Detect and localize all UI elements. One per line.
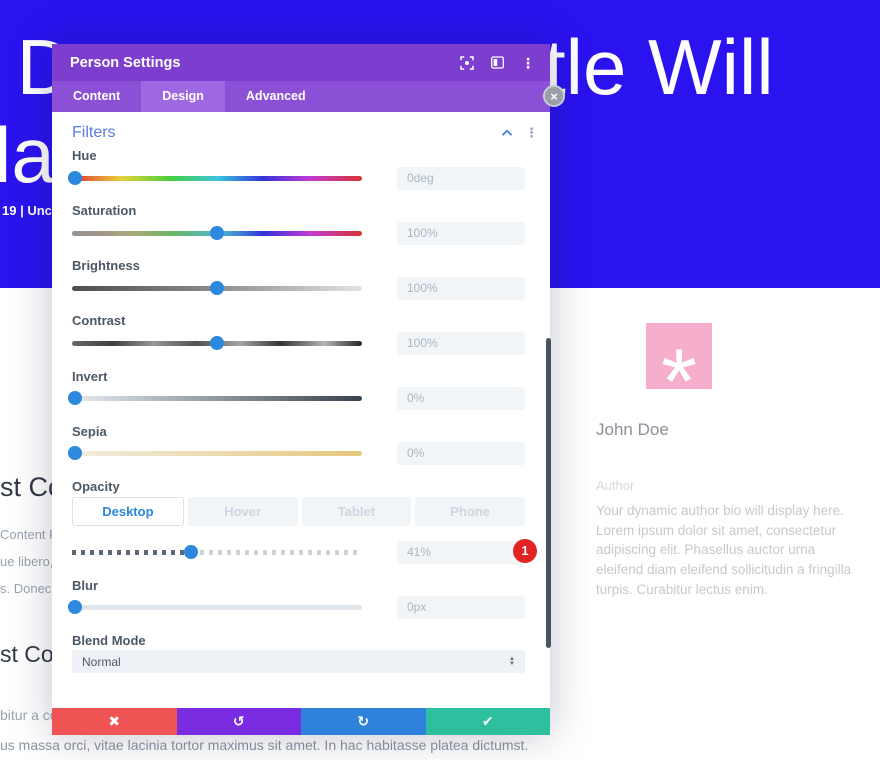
blur-label: Blur bbox=[72, 578, 98, 593]
sepia-value-field[interactable]: 0% bbox=[397, 442, 525, 465]
contrast-row: 100% bbox=[72, 332, 525, 355]
sepia-slider[interactable] bbox=[67, 446, 362, 460]
blur-row: 0px bbox=[67, 596, 525, 619]
invert-slider-handle[interactable] bbox=[67, 391, 82, 405]
author-avatar: * bbox=[646, 323, 712, 389]
contrast-value-field[interactable]: 100% bbox=[397, 332, 525, 355]
filters-section-header[interactable]: Filters ⋮ bbox=[72, 120, 538, 146]
contrast-slider[interactable] bbox=[72, 336, 362, 350]
author-role: Author bbox=[596, 478, 635, 493]
invert-row: 0% bbox=[67, 387, 525, 410]
contrast-label: Contrast bbox=[72, 313, 126, 328]
sepia-label: Sepia bbox=[72, 424, 107, 439]
header-kebab-menu-icon[interactable]: ⋮ bbox=[521, 54, 535, 71]
page-text-fragment: ue libero, r bbox=[0, 554, 62, 569]
blur-slider-handle[interactable] bbox=[67, 600, 82, 614]
device-tab-tablet[interactable]: Tablet bbox=[301, 497, 412, 526]
tab-design[interactable]: Design bbox=[141, 81, 225, 112]
invert-label: Invert bbox=[72, 369, 108, 384]
device-tab-phone[interactable]: Phone bbox=[415, 497, 525, 526]
person-settings-modal: Person Settings ⋮ Content Design Advance… bbox=[52, 44, 565, 735]
opacity-slider-handle[interactable] bbox=[183, 545, 198, 559]
saturation-value-field[interactable]: 100% bbox=[397, 222, 525, 245]
saturation-slider[interactable] bbox=[72, 226, 362, 240]
saturation-label: Saturation bbox=[72, 203, 137, 218]
layout-panel-icon[interactable] bbox=[491, 56, 504, 69]
invert-slider[interactable] bbox=[67, 391, 362, 405]
tab-advanced[interactable]: Advanced bbox=[245, 89, 306, 103]
sepia-slider-handle[interactable] bbox=[67, 446, 82, 460]
modal-tabs: Content Design Advanced bbox=[52, 81, 550, 112]
author-name: John Doe bbox=[596, 420, 669, 439]
saturation-slider-handle[interactable] bbox=[210, 226, 224, 240]
page-text-fragment: bitur a com bbox=[0, 707, 70, 723]
opacity-value-field[interactable]: 41% bbox=[397, 541, 525, 564]
device-tab-desktop[interactable]: Desktop bbox=[72, 497, 184, 526]
tab-content[interactable]: Content bbox=[73, 89, 121, 103]
brightness-slider[interactable] bbox=[72, 281, 362, 295]
brightness-label: Brightness bbox=[72, 258, 140, 273]
device-tab-hover[interactable]: Hover bbox=[187, 497, 298, 526]
chevron-up-icon[interactable] bbox=[501, 124, 513, 142]
filters-section-title: Filters bbox=[72, 124, 116, 141]
discard-button[interactable]: ✖ bbox=[52, 708, 177, 735]
undo-button[interactable]: ↺ bbox=[176, 708, 301, 735]
modal-body: Filters ⋮ Hue 0deg Saturation 100% Brigh… bbox=[52, 112, 550, 708]
blur-slider[interactable] bbox=[67, 600, 362, 614]
brightness-row: 100% bbox=[72, 277, 525, 300]
opacity-slider[interactable] bbox=[72, 545, 362, 559]
opacity-device-tabs: Desktop Hover Tablet Phone bbox=[72, 497, 525, 526]
hue-label: Hue bbox=[72, 148, 97, 163]
brightness-slider-handle[interactable] bbox=[210, 281, 224, 295]
redo-button[interactable]: ↻ bbox=[301, 708, 426, 735]
saturation-row: 100% bbox=[72, 222, 525, 245]
hue-slider-handle[interactable] bbox=[67, 171, 82, 185]
modal-title: Person Settings bbox=[70, 54, 181, 71]
invert-value-field[interactable]: 0% bbox=[397, 387, 525, 410]
modal-header[interactable]: Person Settings ⋮ bbox=[52, 44, 550, 81]
hue-slider[interactable] bbox=[67, 171, 362, 185]
page-text-fragment: Content P bbox=[0, 527, 58, 542]
hue-row: 0deg bbox=[67, 167, 525, 190]
opacity-row: 41% bbox=[72, 541, 525, 564]
filters-kebab-menu-icon[interactable]: ⋮ bbox=[525, 125, 538, 140]
contrast-slider-handle[interactable] bbox=[210, 336, 224, 350]
modal-scrollbar[interactable] bbox=[546, 338, 551, 648]
brightness-value-field[interactable]: 100% bbox=[397, 277, 525, 300]
focus-icon[interactable] bbox=[460, 55, 474, 70]
blend-mode-select[interactable]: Normal ▲ ▼ bbox=[72, 650, 525, 673]
blend-mode-value: Normal bbox=[82, 654, 121, 669]
author-bio: Your dynamic author bio will display her… bbox=[596, 503, 852, 597]
select-arrows-icon: ▲ ▼ bbox=[509, 655, 515, 667]
modal-footer: ✖ ↺ ↻ ✔ bbox=[52, 708, 550, 735]
blend-mode-label: Blend Mode bbox=[72, 633, 146, 648]
page-text-fragment: s. Donec si bbox=[0, 581, 65, 596]
sepia-row: 0% bbox=[67, 442, 525, 465]
close-icon[interactable]: × bbox=[543, 85, 565, 107]
opacity-label: Opacity bbox=[72, 479, 120, 494]
hero-title-fragment-right: tle Will bbox=[544, 23, 774, 111]
page-bottom-line: us massa orci, vitae lacinia tortor maxi… bbox=[0, 737, 529, 753]
save-button[interactable]: ✔ bbox=[425, 708, 550, 735]
hue-value-field[interactable]: 0deg bbox=[397, 167, 525, 190]
opacity-change-badge: 1 bbox=[513, 539, 537, 563]
hero-title-fragment-left2: la bbox=[0, 111, 55, 199]
blur-value-field[interactable]: 0px bbox=[397, 596, 525, 619]
